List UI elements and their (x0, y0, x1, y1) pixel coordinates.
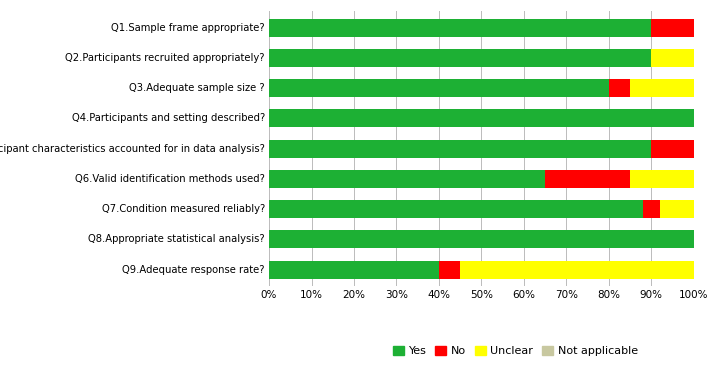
Bar (651, 139, 694, 158)
Bar (269, 139, 651, 158)
Bar (630, 170, 694, 188)
Bar (269, 49, 651, 67)
Bar (439, 261, 460, 279)
Bar (630, 79, 694, 97)
Bar (460, 261, 694, 279)
Bar (651, 19, 694, 37)
Bar (643, 200, 660, 218)
Bar (609, 79, 630, 97)
Bar (269, 79, 609, 97)
Bar (269, 19, 651, 37)
Bar (545, 170, 630, 188)
Bar (269, 109, 694, 127)
Bar (269, 261, 439, 279)
Bar (269, 170, 545, 188)
Bar (269, 230, 694, 248)
Legend: Yes, No, Unclear, Not applicable: Yes, No, Unclear, Not applicable (389, 341, 642, 361)
Bar (651, 49, 694, 67)
Bar (269, 200, 643, 218)
Bar (660, 200, 694, 218)
